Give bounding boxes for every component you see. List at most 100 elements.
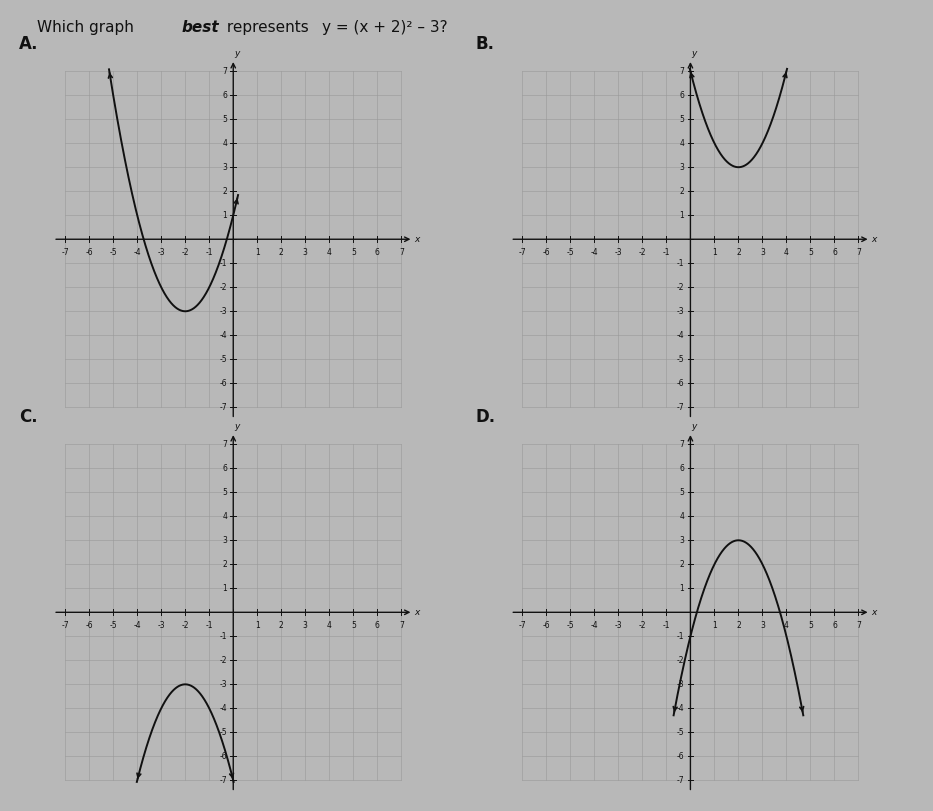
Text: 2: 2	[736, 620, 741, 629]
Text: 2: 2	[222, 187, 228, 195]
Text: -6: -6	[676, 752, 685, 761]
Text: -4: -4	[591, 620, 598, 629]
Text: y: y	[691, 49, 697, 58]
Text: y: y	[234, 422, 240, 431]
Text: -6: -6	[86, 620, 93, 629]
Text: 7: 7	[399, 247, 404, 256]
Text: 4: 4	[784, 620, 789, 629]
Text: -3: -3	[615, 620, 622, 629]
Text: -3: -3	[676, 307, 685, 315]
Text: -2: -2	[220, 656, 228, 665]
Text: 2: 2	[679, 560, 685, 569]
Text: 7: 7	[399, 620, 404, 629]
Text: 6: 6	[832, 247, 837, 256]
Text: 4: 4	[679, 139, 685, 148]
Text: 3: 3	[303, 247, 308, 256]
Text: -1: -1	[205, 620, 213, 629]
Text: 2: 2	[679, 187, 685, 195]
Text: y: y	[234, 49, 240, 58]
Text: -5: -5	[566, 620, 574, 629]
Text: -5: -5	[219, 354, 228, 364]
Text: -3: -3	[219, 307, 228, 315]
Text: -5: -5	[109, 620, 117, 629]
Text: x: x	[871, 607, 877, 617]
Text: 4: 4	[327, 247, 332, 256]
Text: -4: -4	[676, 331, 685, 340]
Text: -7: -7	[219, 776, 228, 785]
Text: A.: A.	[19, 35, 38, 53]
Text: -7: -7	[676, 403, 685, 412]
Text: 5: 5	[679, 487, 685, 497]
Text: -6: -6	[86, 247, 93, 256]
Text: -2: -2	[182, 620, 189, 629]
Text: 5: 5	[351, 620, 355, 629]
Text: 1: 1	[679, 211, 685, 220]
Text: -2: -2	[677, 283, 685, 292]
Text: -5: -5	[676, 727, 685, 737]
Text: 4: 4	[222, 139, 228, 148]
Text: -4: -4	[133, 247, 141, 256]
Text: -2: -2	[639, 247, 647, 256]
Text: -5: -5	[566, 247, 574, 256]
Text: -4: -4	[219, 331, 228, 340]
Text: -1: -1	[662, 620, 670, 629]
Text: 6: 6	[679, 464, 685, 473]
Text: 1: 1	[679, 584, 685, 593]
Text: x: x	[414, 234, 420, 244]
Text: 3: 3	[303, 620, 308, 629]
Text: 3: 3	[760, 620, 765, 629]
Text: -5: -5	[109, 247, 117, 256]
Text: -7: -7	[219, 403, 228, 412]
Text: -1: -1	[677, 259, 685, 268]
Text: 5: 5	[808, 620, 813, 629]
Text: 7: 7	[856, 620, 861, 629]
Text: -2: -2	[182, 247, 189, 256]
Text: -6: -6	[219, 752, 228, 761]
Text: -3: -3	[615, 247, 622, 256]
Text: -1: -1	[205, 247, 213, 256]
Text: 1: 1	[712, 620, 717, 629]
Text: -7: -7	[62, 620, 69, 629]
Text: 7: 7	[222, 67, 228, 75]
Text: 3: 3	[679, 536, 685, 545]
Text: -5: -5	[219, 727, 228, 737]
Text: -6: -6	[676, 379, 685, 388]
Text: 2: 2	[736, 247, 741, 256]
Text: 3: 3	[760, 247, 765, 256]
Text: -1: -1	[220, 259, 228, 268]
Text: -1: -1	[220, 632, 228, 641]
Text: 4: 4	[327, 620, 332, 629]
Text: 5: 5	[679, 114, 685, 124]
Text: 7: 7	[222, 440, 228, 448]
Text: -1: -1	[662, 247, 670, 256]
Text: 1: 1	[712, 247, 717, 256]
Text: C.: C.	[19, 408, 37, 426]
Text: 7: 7	[679, 67, 685, 75]
Text: 6: 6	[679, 91, 685, 100]
Text: represents: represents	[222, 20, 313, 35]
Text: 5: 5	[222, 487, 228, 497]
Text: 4: 4	[222, 512, 228, 521]
Text: -3: -3	[676, 680, 685, 689]
Text: y = (x + 2)² – 3?: y = (x + 2)² – 3?	[322, 20, 448, 35]
Text: -7: -7	[519, 620, 526, 629]
Text: 3: 3	[222, 163, 228, 172]
Text: 4: 4	[679, 512, 685, 521]
Text: -6: -6	[543, 620, 550, 629]
Text: -4: -4	[133, 620, 141, 629]
Text: 1: 1	[222, 211, 228, 220]
Text: y: y	[691, 422, 697, 431]
Text: D.: D.	[476, 408, 496, 426]
Text: 5: 5	[808, 247, 813, 256]
Text: 6: 6	[375, 620, 380, 629]
Text: 5: 5	[222, 114, 228, 124]
Text: 3: 3	[222, 536, 228, 545]
Text: best: best	[182, 20, 219, 35]
Text: -3: -3	[158, 620, 165, 629]
Text: 2: 2	[279, 620, 284, 629]
Text: 5: 5	[351, 247, 355, 256]
Text: x: x	[414, 607, 420, 617]
Text: -7: -7	[676, 776, 685, 785]
Text: 4: 4	[784, 247, 789, 256]
Text: x: x	[871, 234, 877, 244]
